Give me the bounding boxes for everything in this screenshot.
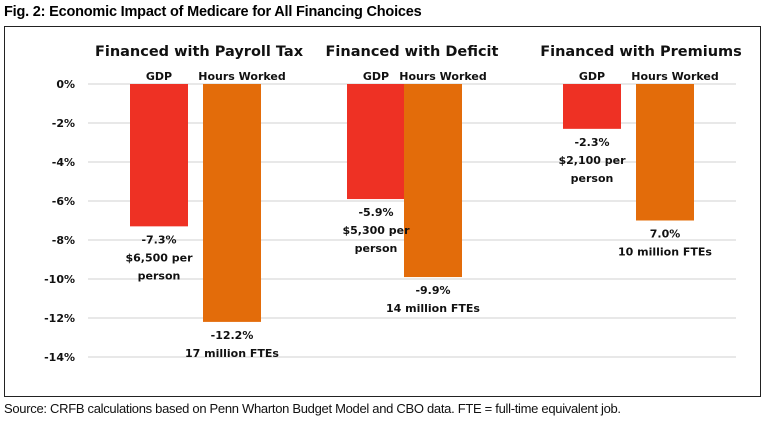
bar-series-label: Hours Worked	[198, 70, 285, 83]
y-tick-label: -4%	[52, 156, 75, 169]
bar-hours-worked	[203, 84, 261, 322]
bar-series-label: Hours Worked	[631, 70, 718, 83]
bar-hours-worked	[636, 84, 694, 221]
y-tick-label: 0%	[56, 78, 75, 91]
chart-frame	[4, 26, 761, 397]
data-label: 10 million FTEs	[618, 246, 712, 259]
bar-gdp	[130, 84, 188, 227]
bar-hours-worked	[404, 84, 462, 278]
data-label: -9.9%	[415, 284, 450, 297]
y-tick-label: -2%	[52, 117, 75, 130]
bar-series-label: GDP	[579, 70, 605, 83]
source-note: Source: CRFB calculations based on Penn …	[4, 401, 621, 416]
data-label: 14 million FTEs	[386, 302, 480, 315]
bar-annotations: Financed with Payroll Tax GDP -7.3% $6,500 …	[95, 44, 742, 360]
data-label: $5,300 per	[342, 224, 410, 237]
bar-gdp	[563, 84, 621, 129]
data-label: $2,100 per	[558, 154, 626, 167]
group-title: Financed with Premiums	[540, 44, 742, 60]
data-label: 7.0%	[650, 228, 681, 241]
y-axis-ticks: 0% -2% -4% -6% -8% -10% -12% -14%	[44, 78, 75, 364]
data-label: person	[138, 269, 181, 282]
y-tick-label: -8%	[52, 234, 75, 247]
group-title: Financed with Payroll Tax	[95, 44, 304, 60]
y-tick-label: -14%	[44, 351, 75, 364]
data-label: person	[571, 172, 614, 185]
group-title: Financed with Deficit	[326, 44, 499, 60]
data-label: person	[355, 242, 398, 255]
figure-title: Fig. 2: Economic Impact of Medicare for …	[4, 4, 422, 20]
y-tick-label: -12%	[44, 312, 75, 325]
bar-series-label: GDP	[363, 70, 389, 83]
data-label: $6,500 per	[125, 251, 193, 264]
data-label: -7.3%	[141, 233, 176, 246]
y-tick-label: -6%	[52, 195, 75, 208]
y-tick-label: -10%	[44, 273, 75, 286]
bar-series-label: GDP	[146, 70, 172, 83]
bar-series-label: Hours Worked	[399, 70, 486, 83]
data-label: 17 million FTEs	[185, 347, 279, 360]
data-label: -12.2%	[211, 329, 254, 342]
bars	[130, 84, 694, 322]
data-label: -5.9%	[358, 206, 393, 219]
data-label: -2.3%	[574, 136, 609, 149]
bar-gdp	[347, 84, 405, 200]
